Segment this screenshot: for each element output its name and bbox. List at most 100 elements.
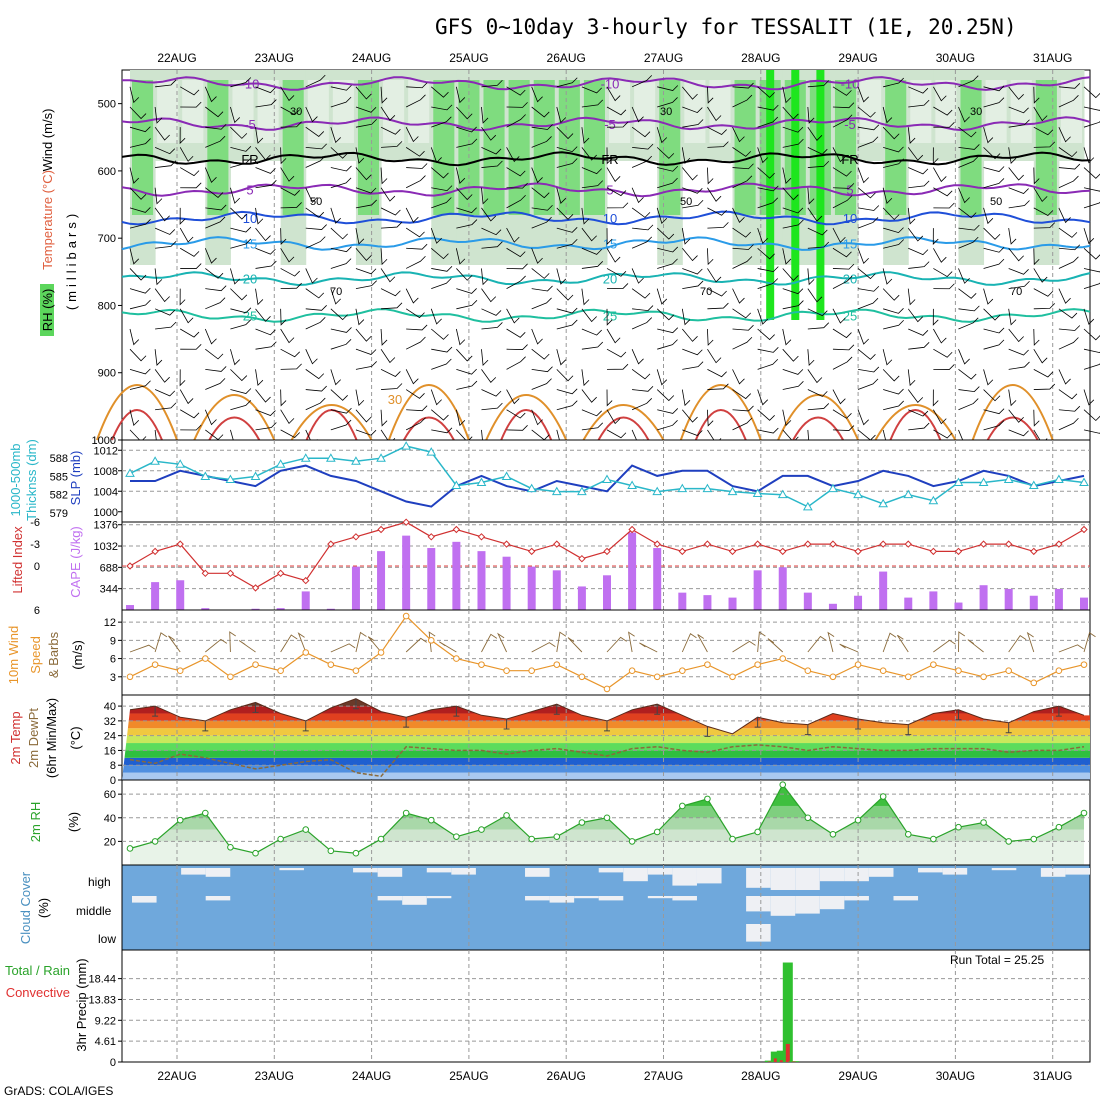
- wind-barb: [330, 308, 348, 321]
- thickness-point: [752, 488, 763, 497]
- wind-barb: [1008, 119, 1030, 128]
- wind-barb: [857, 268, 876, 280]
- wind-barb: [983, 308, 1001, 321]
- wind-barb: [857, 378, 879, 390]
- minmax-bar: [855, 719, 862, 730]
- wind-barb: [556, 268, 567, 285]
- wind-barb: [456, 207, 477, 214]
- wind-barb: [933, 167, 947, 183]
- wind-barb: [280, 268, 300, 277]
- wind-barb: [606, 187, 627, 197]
- temp-band: [122, 728, 1090, 736]
- wind-barb: [129, 126, 151, 133]
- minmax-bar: [955, 709, 962, 721]
- li-point: [904, 540, 912, 548]
- tick-label: 1376: [94, 520, 118, 532]
- li-point: [201, 569, 210, 578]
- wind-barb: [983, 85, 1005, 92]
- wind-barb: [205, 285, 227, 292]
- wind-barb: [807, 389, 828, 397]
- wind-barb: [883, 146, 904, 153]
- cape-bar: [351, 566, 360, 610]
- wind-barb: [1058, 163, 1081, 170]
- date-label-bottom: 26AUG: [547, 1069, 586, 1083]
- wind-barb: [732, 336, 753, 350]
- wind10m-barb: [606, 636, 627, 653]
- wind-speed-point: [729, 673, 736, 681]
- wind-barb: [832, 308, 846, 324]
- temp-band: [122, 720, 1090, 729]
- wind-barb: [757, 247, 775, 260]
- wind-barb: [255, 409, 276, 417]
- rh2m-point: [427, 816, 435, 824]
- wind-barb: [707, 207, 727, 216]
- wind-speed-point: [478, 661, 485, 668]
- wind-barb: [883, 158, 904, 168]
- wind-barb: [305, 369, 325, 380]
- isotherm-label: -5: [604, 117, 616, 132]
- wind-barb: [330, 165, 352, 172]
- precip-total-bar: [764, 1060, 775, 1062]
- wind-speed-point: [754, 661, 761, 668]
- wind10m-barb: [1083, 632, 1096, 653]
- li-point: [703, 540, 712, 548]
- wind-barb: [280, 202, 302, 209]
- wind-barb: [430, 227, 442, 244]
- li-point: [126, 562, 134, 570]
- cloud-cell: [549, 896, 575, 903]
- thickness-point: [978, 477, 989, 487]
- wind-barb: [455, 167, 466, 184]
- wind-barb: [481, 187, 489, 205]
- thickness-point: [928, 495, 939, 505]
- wind-barb: [531, 216, 552, 229]
- isotherm-30: [582, 404, 665, 441]
- tick-label: 3: [110, 672, 116, 684]
- wind-barb: [506, 308, 520, 324]
- rh-shade-cell: [558, 80, 580, 215]
- cape-label: CAPE (J/kg): [68, 526, 83, 598]
- rh-band: [130, 841, 1084, 865]
- wind-barb: [531, 366, 553, 373]
- wind-barb: [556, 146, 578, 153]
- wind-barb: [1033, 106, 1048, 122]
- rh2m-point: [1055, 823, 1063, 831]
- wind-barb: [832, 147, 846, 163]
- wind-barb: [455, 409, 466, 427]
- precip-axis: 0 4.61 9.22 13.83 18.44: [88, 974, 122, 1069]
- tick-label: 40: [104, 701, 116, 713]
- wind-barb: [757, 389, 769, 406]
- thickness-point: [175, 459, 186, 468]
- wind-barb: [380, 126, 401, 135]
- wind-barb: [531, 86, 543, 103]
- wind-barb: [531, 378, 552, 390]
- wind-barb: [757, 409, 775, 421]
- wind-barb: [757, 104, 779, 111]
- wind-barb: [732, 405, 754, 412]
- tick-label: 40: [104, 813, 116, 825]
- isotherm-label: FR: [841, 152, 858, 167]
- cloud-cell: [451, 868, 476, 875]
- thickness-tick: 579: [50, 508, 68, 520]
- wind-barb: [179, 389, 194, 405]
- date-label-bottom: 30AUG: [936, 1069, 975, 1083]
- wind-barb: [882, 106, 893, 124]
- wind-barb: [606, 121, 629, 128]
- wind-barb: [631, 75, 653, 88]
- wind-barb: [1058, 405, 1081, 412]
- wind10m-barb: [681, 633, 697, 653]
- wind-barb: [682, 361, 704, 370]
- cape-bar: [854, 595, 863, 610]
- thickness-point: [627, 480, 637, 490]
- wind-barb: [456, 380, 478, 390]
- wind-axis: 3 6 9 12: [104, 617, 122, 684]
- thickness-point: [1003, 474, 1014, 483]
- wind-barb: [180, 101, 202, 108]
- wind-barb: [280, 147, 287, 165]
- wind-barb: [531, 409, 543, 426]
- wind-barb: [958, 317, 979, 330]
- li-point: [302, 576, 310, 585]
- cloud-cell: [844, 868, 869, 882]
- cape-bar: [1080, 597, 1088, 610]
- wind-barb: [732, 127, 745, 143]
- wind-barb: [405, 175, 426, 189]
